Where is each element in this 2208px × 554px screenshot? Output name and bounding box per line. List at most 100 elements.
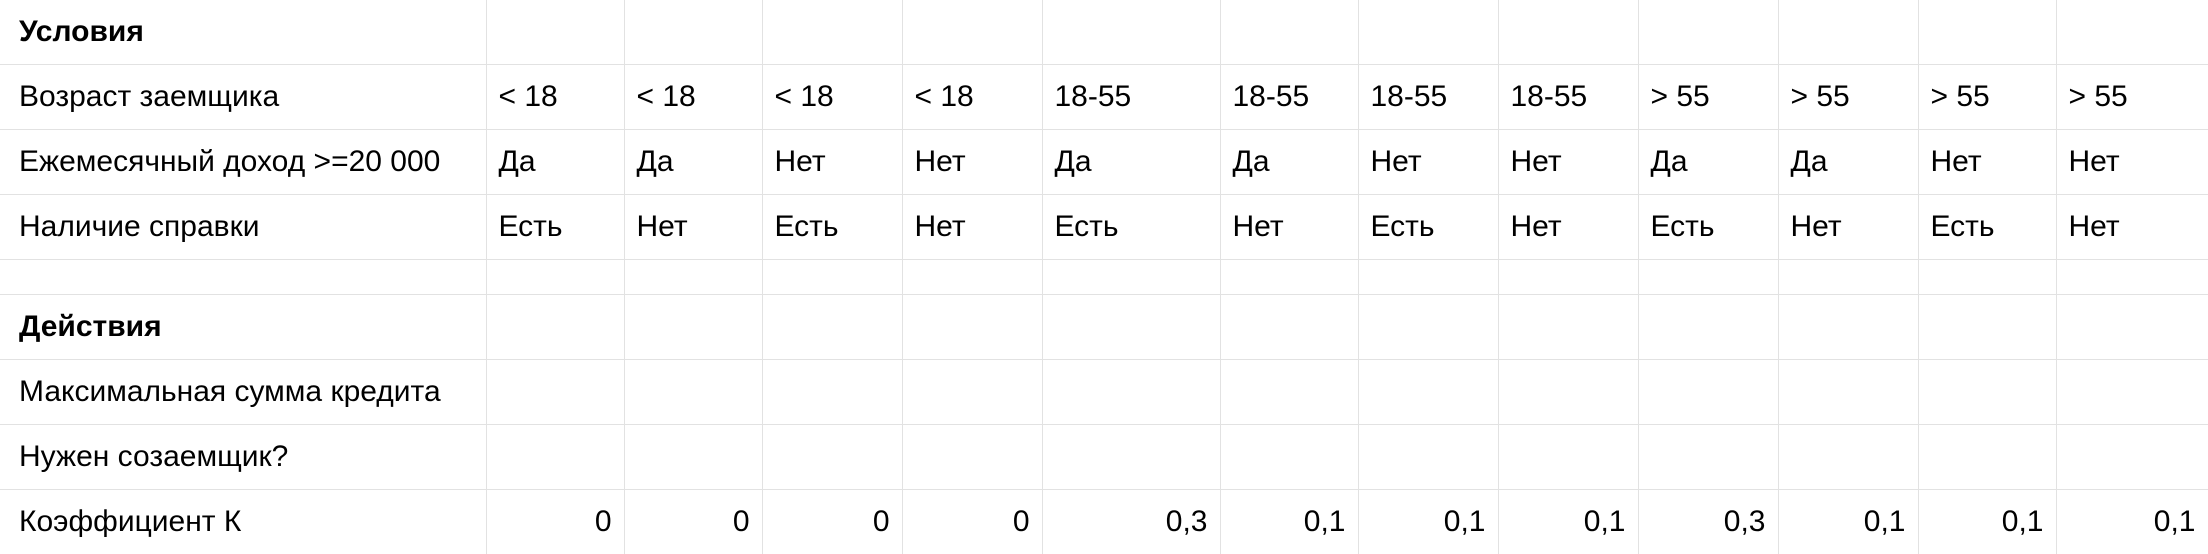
sheet-cell[interactable]: Да xyxy=(624,130,762,195)
sheet-cell[interactable]: Нет xyxy=(902,195,1042,260)
row-label-cell[interactable]: Нужен созаемщик? xyxy=(0,425,486,490)
sheet-cell[interactable]: 18-55 xyxy=(1042,65,1220,130)
sheet-cell[interactable]: Нет xyxy=(762,130,902,195)
sheet-cell[interactable] xyxy=(1498,295,1638,360)
sheet-cell[interactable]: Нет xyxy=(1498,195,1638,260)
sheet-cell[interactable] xyxy=(486,295,624,360)
sheet-cell[interactable] xyxy=(902,260,1042,295)
sheet-cell[interactable]: 0,1 xyxy=(1220,490,1358,554)
sheet-cell[interactable]: Есть xyxy=(486,195,624,260)
sheet-cell[interactable]: Есть xyxy=(1918,195,2056,260)
sheet-cell[interactable] xyxy=(1918,0,2056,65)
sheet-cell[interactable]: Нет xyxy=(1778,195,1918,260)
sheet-cell[interactable]: 0,1 xyxy=(1358,490,1498,554)
sheet-cell[interactable]: Нет xyxy=(2056,130,2208,195)
row-label-cell[interactable]: Максимальная сумма кредита xyxy=(0,360,486,425)
row-label-cell[interactable]: Возраст заемщика xyxy=(0,65,486,130)
sheet-cell[interactable]: Есть xyxy=(1638,195,1778,260)
row-label-cell[interactable]: Наличие справки xyxy=(0,195,486,260)
sheet-cell[interactable] xyxy=(2056,0,2208,65)
sheet-cell[interactable] xyxy=(1220,0,1358,65)
row-label-cell[interactable] xyxy=(0,260,486,295)
sheet-cell[interactable]: < 18 xyxy=(486,65,624,130)
sheet-cell[interactable] xyxy=(1638,425,1778,490)
sheet-cell[interactable] xyxy=(1358,260,1498,295)
sheet-cell[interactable]: Есть xyxy=(762,195,902,260)
sheet-cell[interactable] xyxy=(762,425,902,490)
sheet-cell[interactable]: > 55 xyxy=(2056,65,2208,130)
sheet-cell[interactable] xyxy=(2056,425,2208,490)
sheet-cell[interactable] xyxy=(1498,0,1638,65)
sheet-cell[interactable]: Нет xyxy=(1918,130,2056,195)
sheet-cell[interactable] xyxy=(1220,260,1358,295)
sheet-cell[interactable]: Да xyxy=(486,130,624,195)
sheet-cell[interactable]: > 55 xyxy=(1778,65,1918,130)
sheet-cell[interactable] xyxy=(2056,260,2208,295)
sheet-cell[interactable] xyxy=(486,0,624,65)
sheet-cell[interactable]: 18-55 xyxy=(1220,65,1358,130)
sheet-cell[interactable] xyxy=(1918,425,2056,490)
sheet-cell[interactable] xyxy=(624,260,762,295)
sheet-cell[interactable] xyxy=(1638,295,1778,360)
sheet-cell[interactable] xyxy=(1778,360,1918,425)
sheet-cell[interactable]: 18-55 xyxy=(1498,65,1638,130)
sheet-cell[interactable]: Нет xyxy=(1220,195,1358,260)
sheet-cell[interactable] xyxy=(762,295,902,360)
sheet-cell[interactable] xyxy=(1498,360,1638,425)
sheet-cell[interactable]: Есть xyxy=(1358,195,1498,260)
row-label-cell[interactable]: Коэффициент К xyxy=(0,490,486,554)
sheet-cell[interactable]: Да xyxy=(1220,130,1358,195)
sheet-cell[interactable] xyxy=(486,260,624,295)
sheet-cell[interactable] xyxy=(1918,260,2056,295)
sheet-cell[interactable] xyxy=(624,360,762,425)
sheet-cell[interactable] xyxy=(1638,360,1778,425)
sheet-cell[interactable] xyxy=(1358,0,1498,65)
sheet-cell[interactable] xyxy=(2056,295,2208,360)
sheet-cell[interactable]: Нет xyxy=(1498,130,1638,195)
sheet-cell[interactable] xyxy=(1778,425,1918,490)
sheet-cell[interactable] xyxy=(486,360,624,425)
sheet-cell[interactable]: 0 xyxy=(902,490,1042,554)
sheet-cell[interactable]: 0,1 xyxy=(1778,490,1918,554)
sheet-cell[interactable]: Да xyxy=(1778,130,1918,195)
sheet-cell[interactable]: < 18 xyxy=(902,65,1042,130)
sheet-cell[interactable] xyxy=(902,360,1042,425)
sheet-cell[interactable] xyxy=(486,425,624,490)
sheet-cell[interactable]: Нет xyxy=(624,195,762,260)
sheet-cell[interactable] xyxy=(624,0,762,65)
row-label-cell[interactable]: Условия xyxy=(0,0,486,65)
sheet-cell[interactable]: < 18 xyxy=(624,65,762,130)
sheet-cell[interactable]: Нет xyxy=(902,130,1042,195)
sheet-cell[interactable] xyxy=(762,260,902,295)
sheet-cell[interactable] xyxy=(1638,0,1778,65)
sheet-cell[interactable] xyxy=(762,0,902,65)
sheet-cell[interactable] xyxy=(624,295,762,360)
sheet-cell[interactable] xyxy=(1638,260,1778,295)
sheet-cell[interactable] xyxy=(1358,295,1498,360)
sheet-cell[interactable] xyxy=(1358,425,1498,490)
sheet-cell[interactable]: 0,1 xyxy=(2056,490,2208,554)
sheet-cell[interactable]: Да xyxy=(1638,130,1778,195)
sheet-cell[interactable] xyxy=(1042,360,1220,425)
sheet-cell[interactable]: Нет xyxy=(2056,195,2208,260)
sheet-cell[interactable] xyxy=(1358,360,1498,425)
sheet-cell[interactable] xyxy=(1918,295,2056,360)
row-label-cell[interactable]: Действия xyxy=(0,295,486,360)
sheet-cell[interactable]: Есть xyxy=(1042,195,1220,260)
sheet-cell[interactable]: Нет xyxy=(1358,130,1498,195)
sheet-cell[interactable] xyxy=(1918,360,2056,425)
sheet-cell[interactable]: > 55 xyxy=(1918,65,2056,130)
sheet-cell[interactable] xyxy=(1042,0,1220,65)
sheet-cell[interactable] xyxy=(1042,425,1220,490)
sheet-cell[interactable]: 0 xyxy=(762,490,902,554)
sheet-cell[interactable] xyxy=(1498,425,1638,490)
sheet-cell[interactable] xyxy=(1220,425,1358,490)
sheet-cell[interactable]: 18-55 xyxy=(1358,65,1498,130)
sheet-cell[interactable] xyxy=(1498,260,1638,295)
sheet-cell[interactable] xyxy=(1220,295,1358,360)
sheet-cell[interactable] xyxy=(762,360,902,425)
sheet-cell[interactable]: Да xyxy=(1042,130,1220,195)
sheet-cell[interactable] xyxy=(1778,0,1918,65)
sheet-cell[interactable]: 0,3 xyxy=(1042,490,1220,554)
sheet-cell[interactable] xyxy=(2056,360,2208,425)
